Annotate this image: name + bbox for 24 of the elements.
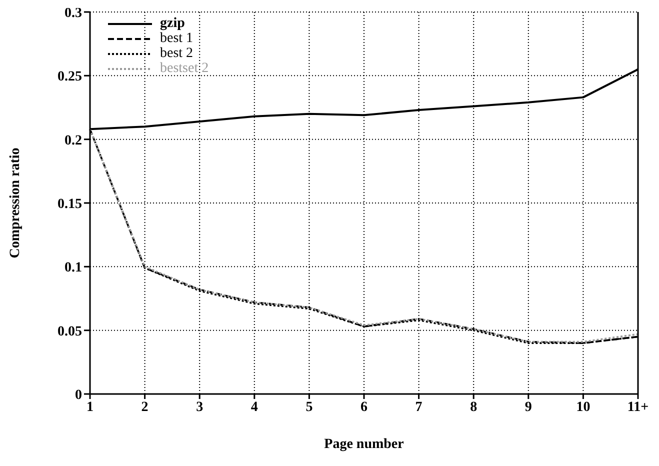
x-tick-label: 6 <box>360 400 368 415</box>
x-tick-label: 9 <box>524 400 532 415</box>
legend-label: bestset 2 <box>160 60 209 76</box>
y-tick-label: 0.25 <box>58 70 82 85</box>
x-axis-title: Page number <box>324 437 404 452</box>
y-tick-label: 0 <box>75 388 82 403</box>
legend-label: best 2 <box>160 46 194 62</box>
x-tick-label: 11+ <box>627 400 649 415</box>
x-tick-label: 1 <box>86 400 94 415</box>
x-tick-label: 7 <box>415 400 422 415</box>
legend-label: gzip <box>160 16 185 32</box>
x-tick-label: 10 <box>576 400 590 415</box>
y-tick-label: 0.15 <box>58 196 82 212</box>
y-tick-label: 0.1 <box>64 260 82 276</box>
x-tick-label: 2 <box>141 400 148 415</box>
x-tick-label: 8 <box>470 400 478 415</box>
x-tick-label: 3 <box>196 400 204 415</box>
y-tick-label: 0.2 <box>64 133 82 148</box>
x-tick-label: 4 <box>250 400 258 415</box>
y-axis-title: Compression ratio <box>8 148 23 258</box>
y-tick-label: 0.3 <box>64 6 82 21</box>
y-tick-label: 0.05 <box>58 324 82 340</box>
legend-label: best 1 <box>160 30 194 46</box>
x-tick-label: 5 <box>306 400 313 415</box>
